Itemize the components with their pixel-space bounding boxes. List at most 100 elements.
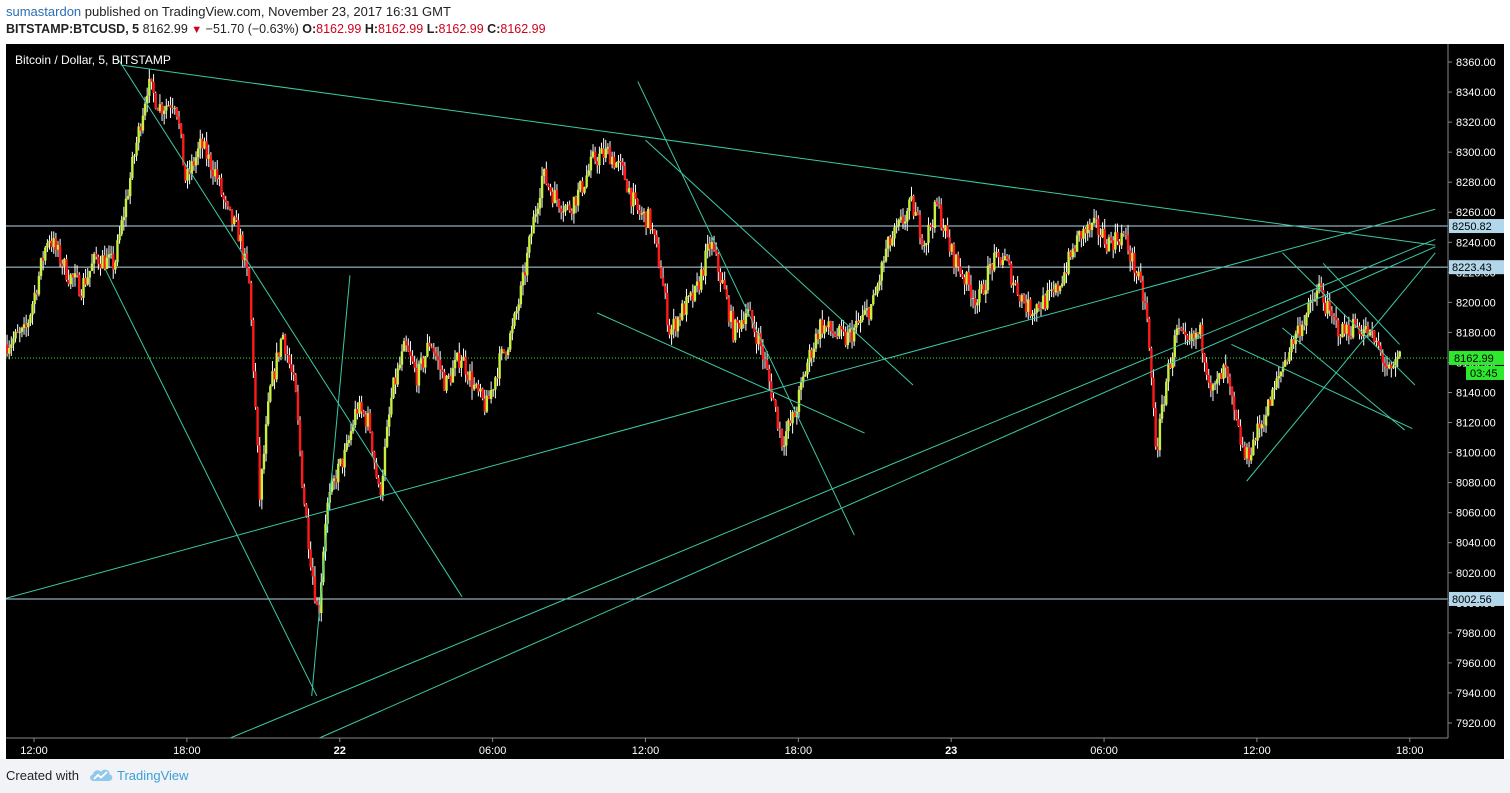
candle-down: [405, 340, 408, 346]
candle-down: [1105, 244, 1109, 252]
candle-down: [763, 359, 767, 361]
candle-up: [1075, 235, 1079, 252]
candle-up: [165, 105, 168, 111]
candle-up: [453, 359, 457, 369]
candle-up: [339, 458, 342, 464]
candle-down: [1366, 326, 1370, 336]
candle-down: [303, 487, 306, 505]
candle-up: [116, 240, 119, 263]
candle-down: [156, 108, 160, 111]
author-link[interactable]: sumastardon: [6, 4, 82, 19]
candle-up: [343, 449, 346, 468]
candle-down: [661, 277, 665, 287]
candle-down: [753, 323, 756, 333]
candle-down: [1192, 333, 1196, 340]
candle-down: [504, 352, 508, 356]
trendlines: [6, 58, 1436, 739]
candle-down: [961, 274, 964, 278]
candle-up: [734, 319, 737, 341]
candle-up: [874, 293, 877, 296]
candle-up: [124, 198, 128, 218]
candle-up: [48, 240, 51, 244]
candle-down: [67, 279, 70, 285]
candle-down: [277, 352, 281, 357]
high-label: H:: [364, 22, 379, 36]
candle-up: [1001, 260, 1004, 265]
candle-down: [1371, 329, 1374, 331]
trendline: [645, 139, 914, 386]
candle-up: [583, 186, 586, 193]
candlestick-chart[interactable]: 7920.007940.007960.007980.008000.008020.…: [6, 44, 1504, 759]
candle-up: [1107, 237, 1111, 252]
candle-down: [748, 309, 752, 311]
candle-down: [916, 211, 920, 215]
trendline: [1282, 252, 1416, 386]
candle-up: [782, 445, 786, 447]
candle-down: [1220, 373, 1223, 379]
candle-up: [129, 178, 132, 197]
candle-up: [884, 248, 888, 262]
candle-up: [31, 304, 34, 315]
candle-up: [1362, 329, 1365, 337]
candle-up: [396, 368, 399, 385]
tradingview-link[interactable]: TradingView: [117, 768, 189, 783]
candle-down: [1379, 345, 1382, 353]
candle-up: [1177, 327, 1181, 329]
tradingview-cloud-icon[interactable]: [88, 767, 114, 783]
candle-down: [1209, 382, 1213, 391]
candle-down: [1135, 272, 1138, 277]
candle-up: [29, 314, 32, 323]
candle-down: [1390, 364, 1393, 369]
candle-up: [891, 238, 894, 246]
candle-up: [1249, 455, 1253, 461]
candle-down: [691, 292, 695, 301]
candle-down: [967, 272, 971, 285]
candle-down: [1354, 319, 1357, 327]
candle-up: [424, 356, 427, 368]
candle-down: [35, 292, 38, 295]
candle-up: [158, 104, 162, 111]
candle-down: [1148, 318, 1151, 349]
candle-up: [872, 295, 875, 305]
trendline: [1231, 343, 1413, 430]
candle-down: [421, 358, 425, 368]
candle-up: [479, 388, 482, 392]
candle-down: [1024, 302, 1028, 312]
candle-up: [1131, 252, 1134, 262]
candle-down: [1239, 426, 1242, 445]
candle-down: [918, 214, 922, 239]
candle-up: [812, 348, 816, 358]
candle-up: [462, 356, 465, 361]
price-tick-label: 7960.00: [1456, 658, 1496, 670]
chart-area[interactable]: 7920.007940.007960.007980.008000.008020.…: [6, 44, 1504, 759]
candle-up: [1167, 363, 1170, 382]
candle-up: [1211, 384, 1215, 391]
candle-down: [952, 244, 956, 268]
candle-down: [1292, 339, 1295, 345]
candle-down: [112, 253, 115, 270]
candle-down: [712, 242, 716, 251]
candle-down: [723, 280, 726, 290]
candle-up: [1050, 289, 1053, 291]
candle-down: [714, 250, 718, 254]
candle-up: [1252, 439, 1255, 456]
candle-up: [797, 389, 801, 412]
candle-down: [1128, 250, 1132, 262]
candle-down: [593, 151, 597, 162]
open-value: 8162.99: [316, 22, 362, 36]
candle-down: [362, 411, 365, 415]
publish-line: sumastardon published on TradingView.com…: [6, 4, 451, 19]
candle-up: [1114, 232, 1117, 250]
candle-down: [84, 278, 87, 285]
countdown-label: 03:45: [1470, 368, 1498, 380]
price-tick-label: 8180.00: [1456, 327, 1496, 339]
candle-down: [1247, 447, 1251, 461]
candle-up: [52, 238, 55, 248]
candle-up: [534, 214, 537, 217]
candle-down: [283, 334, 287, 355]
candle-up: [275, 352, 278, 380]
candle-up: [392, 377, 395, 398]
candle-up: [848, 328, 852, 333]
candle-down: [901, 216, 905, 224]
candle-down: [1347, 324, 1351, 336]
